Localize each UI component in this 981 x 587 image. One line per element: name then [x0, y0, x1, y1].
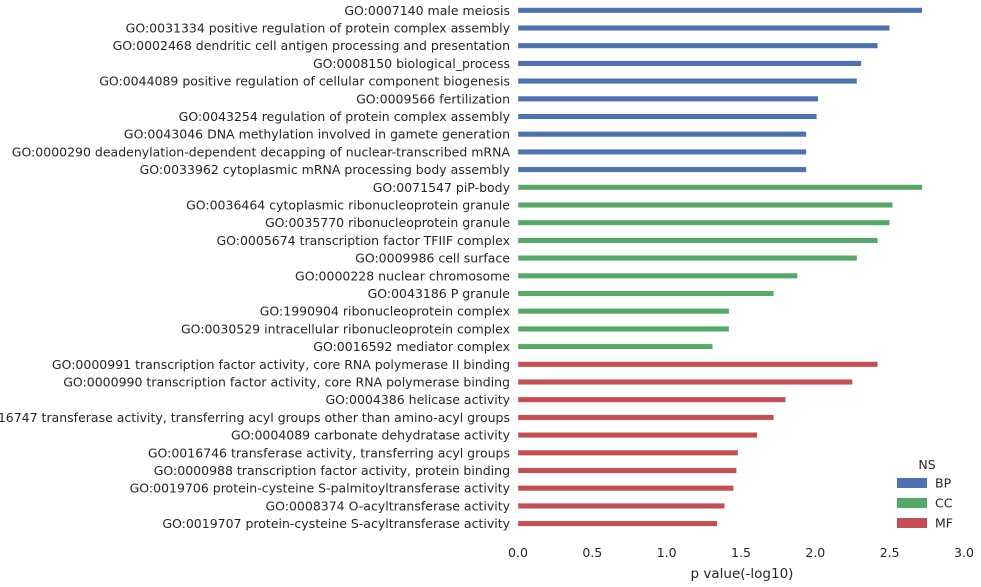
bar-mf — [517, 502, 725, 509]
x-axis-label: p value(-log10) — [691, 566, 794, 582]
bar-cc — [517, 343, 713, 350]
y-tick-label: GO:0044089 positive regulation of cellul… — [99, 74, 510, 89]
legend-title: NS — [918, 457, 935, 472]
bar-bp — [517, 42, 878, 49]
y-tick-label: GO:0009986 cell surface — [355, 251, 510, 266]
bar-cc — [517, 219, 890, 226]
y-tick-label: GO:0031334 positive regulation of protei… — [126, 21, 511, 36]
legend-swatch-bp — [897, 478, 927, 488]
bar-bp — [517, 60, 862, 67]
y-tick-label: GO:0002468 dendritic cell antigen proces… — [113, 38, 510, 53]
y-tick-label: GO:0043046 DNA methylation involved in g… — [124, 127, 510, 142]
bar-cc — [517, 202, 893, 208]
x-tick-label: 2.5 — [880, 545, 900, 560]
bar-bp — [517, 113, 818, 120]
x-tick-label: 0.5 — [582, 545, 602, 560]
bar-bp — [517, 131, 807, 138]
bar-cc — [517, 184, 923, 191]
bar-mf — [517, 361, 878, 368]
y-tick-label: GO:0036464 cytoplasmic ribonucleoprotein… — [186, 198, 510, 213]
y-tick-label: GO:0019706 protein-cysteine S-palmitoylt… — [130, 481, 511, 496]
legend-label: MF — [935, 516, 953, 531]
bar-mf — [517, 485, 734, 492]
y-tick-label: GO:0007140 male meiosis — [344, 3, 510, 18]
bar-mf — [517, 467, 737, 474]
y-tick-label: GO:0000991 transcription factor activity… — [52, 357, 510, 372]
bar-cc — [517, 325, 730, 332]
legend-label: CC — [935, 496, 953, 511]
bar-mf — [517, 396, 786, 403]
bar-bp — [517, 78, 858, 85]
y-tick-label: GO:0009566 fertilization — [356, 91, 510, 106]
bar-mf — [517, 414, 774, 421]
y-tick-label: GO:0016592 mediator complex — [313, 339, 510, 354]
y-tick-label: GO:0043186 P granule — [368, 286, 511, 301]
x-tick-label: 1.0 — [657, 545, 677, 560]
bar-bp — [517, 7, 923, 14]
x-tick-label: 3.0 — [954, 545, 974, 560]
x-tick-label: 0.0 — [508, 545, 528, 560]
bar-cc — [517, 308, 730, 315]
y-tick-label: GO:0019707 protein-cysteine S-acyltransf… — [162, 516, 510, 531]
bar-bp — [517, 25, 890, 31]
y-tick-label: GO:0071547 piP-body — [373, 180, 511, 195]
x-tick-label: 1.5 — [731, 545, 751, 560]
y-axis: GO:0007140 male meiosis GO:0031334 positi… — [0, 3, 511, 531]
y-tick-label: GO:0016747 transferase activity, transfe… — [0, 410, 510, 425]
y-tick-label: GO:0000228 nuclear chromosome — [295, 268, 510, 283]
bar-bp — [517, 166, 807, 173]
x-tick-label: 2.0 — [805, 545, 825, 560]
y-tick-label: GO:0030529 intracellular ribonucleoprote… — [181, 321, 510, 336]
bar-cc — [517, 255, 858, 262]
y-tick-label: GO:0008374 O-acyltransferase activity — [265, 498, 510, 513]
x-axis: 0.0 0.5 1.0 1.5 2.0 2.5 3.0 — [508, 545, 974, 560]
y-tick-label: GO:1990904 ribonucleoprotein complex — [260, 304, 510, 319]
y-tick-label: GO:0004089 carbonate dehydratase activit… — [231, 428, 511, 443]
y-tick-label: GO:0043254 regulation of protein complex… — [179, 109, 511, 124]
legend-label: BP — [935, 476, 952, 491]
y-tick-label: GO:0000988 transcription factor activity… — [154, 463, 510, 478]
y-tick-label: GO:0005674 transcription factor TFIIF co… — [216, 233, 510, 248]
y-tick-label: GO:0000290 deadenylation-dependent decap… — [12, 144, 511, 159]
legend-swatch-mf — [897, 518, 927, 528]
bar-mf — [517, 379, 853, 385]
y-tick-label: GO:0035770 ribonucleoprotein granule — [265, 215, 510, 230]
bar-cc — [517, 272, 798, 279]
bar-cc — [517, 237, 878, 244]
y-tick-label: GO:0008150 biological_process — [313, 56, 510, 71]
bar-mf — [517, 432, 758, 439]
y-tick-label: GO:0033962 cytoplasmic mRNA processing b… — [140, 162, 511, 177]
bar-bp — [517, 148, 807, 155]
y-tick-label: GO:0000990 transcription factor activity… — [63, 375, 510, 390]
bar-bp — [517, 95, 819, 102]
y-tick-label: GO:0004386 helicase activity — [325, 392, 510, 407]
bar-mf — [517, 449, 739, 456]
legend: NS BP CC MF — [897, 457, 953, 531]
bar-cc — [517, 290, 774, 297]
bar-mf — [517, 520, 718, 527]
y-tick-label: GO:0016746 transferase activity, transfe… — [148, 445, 510, 460]
legend-swatch-cc — [897, 498, 927, 508]
plot-area — [517, 7, 923, 527]
